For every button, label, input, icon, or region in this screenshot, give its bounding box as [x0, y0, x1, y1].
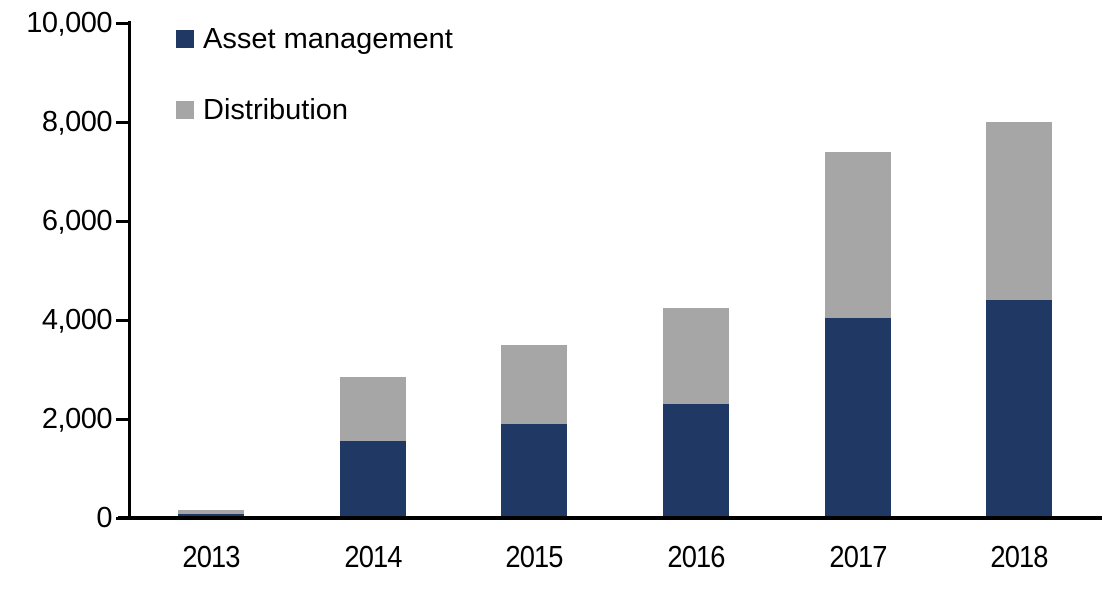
bar-segment-asset-management-2015	[501, 423, 568, 518]
y-axis-tick	[116, 417, 130, 421]
bar-segment-distribution-2014	[339, 376, 406, 442]
bar-segment-distribution-2016	[662, 307, 729, 405]
y-axis-tick-label: 0	[96, 502, 112, 534]
legend-item-asset-management: Asset management	[176, 20, 453, 58]
y-axis-line	[128, 21, 131, 519]
legend-label-distribution: Distribution	[203, 93, 349, 126]
x-axis-label-2015: 2015	[505, 539, 564, 574]
bar-segment-distribution-2017	[824, 151, 891, 318]
bar-segment-asset-management-2018	[986, 300, 1053, 518]
legend-item-distribution: Distribution	[176, 91, 453, 129]
x-axis-label-2018: 2018	[990, 539, 1049, 574]
bar-segment-asset-management-2016	[662, 404, 729, 518]
x-axis-label-2016: 2016	[667, 539, 725, 574]
x-axis-label-2017: 2017	[828, 539, 887, 574]
y-axis-tick-label: 6,000	[41, 205, 113, 237]
y-axis-tick-label: 4,000	[41, 304, 113, 336]
y-axis-tick	[116, 21, 130, 25]
y-axis-tick	[116, 120, 130, 124]
x-axis-label-2014: 2014	[343, 539, 402, 574]
legend-swatch-distribution-icon	[176, 101, 194, 119]
bar-segment-asset-management-2014	[339, 441, 406, 518]
bar-segment-distribution-2013	[177, 509, 244, 515]
y-axis-tick-label: 2,000	[41, 403, 113, 435]
bar-segment-distribution-2015	[501, 344, 568, 424]
y-axis-tick-label: 10,000	[26, 7, 112, 39]
legend: Asset management Distribution	[176, 20, 453, 162]
legend-label-asset-management: Asset management	[203, 22, 453, 55]
bar-segment-asset-management-2017	[824, 317, 891, 518]
y-axis-tick	[116, 219, 130, 223]
y-axis-tick-label: 8,000	[41, 106, 113, 138]
bar-segment-distribution-2018	[986, 122, 1053, 301]
legend-swatch-asset-management-icon	[176, 30, 194, 48]
x-axis-line	[118, 516, 1102, 520]
x-axis-label-2013: 2013	[182, 539, 240, 574]
y-axis-tick	[116, 318, 130, 322]
